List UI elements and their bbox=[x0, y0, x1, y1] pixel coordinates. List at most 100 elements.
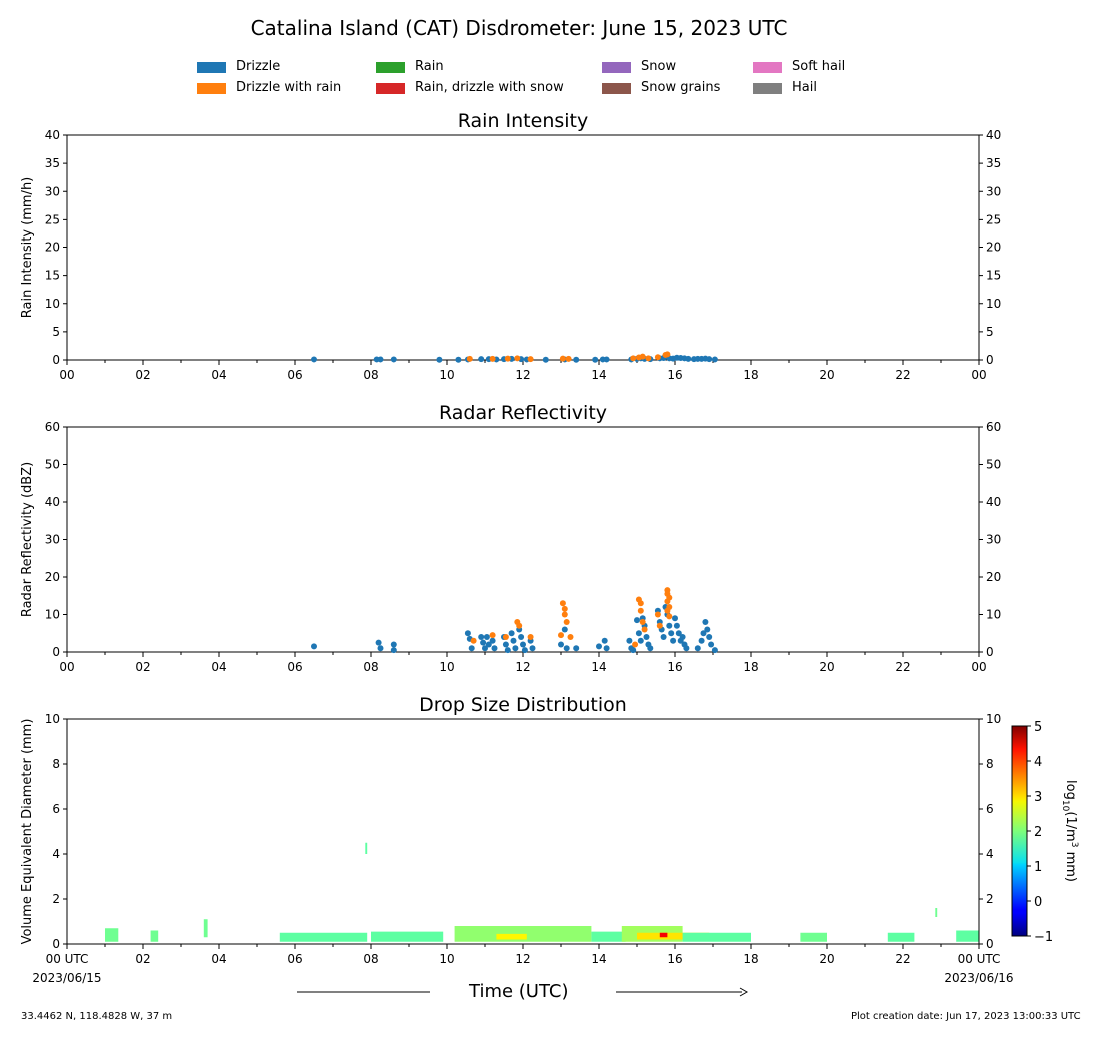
data-point bbox=[563, 619, 570, 625]
y-tick-label: 0 bbox=[986, 353, 994, 367]
chart-title: Catalina Island (CAT) Disdrometer: June … bbox=[250, 16, 788, 40]
data-point bbox=[603, 356, 610, 363]
x-axis-label: Time (UTC) bbox=[469, 981, 569, 1002]
data-point bbox=[480, 639, 487, 646]
colorbar-tick-label: 3 bbox=[1034, 790, 1042, 805]
y-tick-label: 40 bbox=[986, 128, 1001, 142]
x-tick-label: 16 bbox=[667, 368, 682, 382]
data-point bbox=[514, 355, 521, 362]
data-point bbox=[489, 637, 496, 644]
legend-label: Snow bbox=[641, 59, 677, 74]
y-tick-label: 6 bbox=[52, 802, 60, 816]
y-tick-label: 40 bbox=[45, 128, 60, 142]
x-tick-label: 08 bbox=[363, 368, 378, 382]
data-point bbox=[683, 645, 690, 652]
data-point bbox=[482, 645, 488, 652]
x-tick-label: 06 bbox=[287, 952, 302, 966]
x-tick-label: 20 bbox=[819, 952, 834, 966]
y-tick-label: 0 bbox=[986, 645, 994, 659]
y-tick-label: 8 bbox=[52, 757, 60, 771]
data-point bbox=[601, 637, 608, 644]
colorbar-tick-label: 4 bbox=[1034, 755, 1042, 770]
data-point bbox=[529, 645, 536, 652]
x-tick-label: 02 bbox=[135, 368, 150, 382]
x-tick-label: 08 bbox=[363, 952, 378, 966]
data-point bbox=[561, 611, 568, 618]
data-point bbox=[637, 600, 644, 607]
heatmap-cell bbox=[105, 928, 119, 942]
x-tick-label: 12 bbox=[515, 660, 530, 674]
x-tick-label: 00 bbox=[59, 368, 74, 382]
data-point bbox=[643, 634, 650, 640]
x-tick-label: 10 bbox=[439, 952, 454, 966]
x-tick-label: 14 bbox=[591, 660, 606, 674]
legend-swatch-rain-drizzle-snow bbox=[376, 83, 405, 94]
panel-title: Drop Size Distribution bbox=[419, 694, 627, 716]
y-tick-label: 35 bbox=[986, 156, 1001, 170]
data-point bbox=[668, 630, 675, 637]
data-point bbox=[390, 641, 397, 648]
x-tick-label: 16 bbox=[667, 660, 682, 674]
plot-frame bbox=[66, 718, 980, 945]
heatmap-cell bbox=[150, 930, 159, 942]
data-point bbox=[377, 356, 384, 363]
data-point bbox=[675, 630, 682, 637]
data-point bbox=[468, 645, 475, 652]
x-tick-label: 08 bbox=[363, 660, 378, 674]
y-tick-label: 5 bbox=[52, 325, 60, 339]
legend-label: Rain, drizzle with snow bbox=[415, 80, 564, 95]
heatmap-cell bbox=[659, 932, 668, 938]
data-point bbox=[711, 647, 718, 654]
data-point bbox=[656, 622, 663, 629]
data-point bbox=[521, 647, 528, 654]
data-point bbox=[639, 353, 646, 360]
heatmap-cell bbox=[800, 932, 827, 942]
legend-swatch-drizzle-with-rain bbox=[197, 83, 226, 94]
data-point bbox=[510, 637, 517, 644]
colorbar-tick-label: 1 bbox=[1034, 860, 1042, 875]
x-tick-label: 10 bbox=[439, 660, 454, 674]
data-point bbox=[706, 634, 713, 640]
data-point bbox=[559, 600, 566, 607]
y-tick-label: 10 bbox=[986, 297, 1001, 311]
data-point bbox=[485, 641, 492, 648]
y-tick-label: 20 bbox=[45, 570, 60, 584]
x-tick-date: 2023/06/15 bbox=[32, 971, 101, 985]
y-tick-label: 25 bbox=[986, 212, 1001, 226]
plot-creation-date: Plot creation date: Jun 17, 2023 13:00:3… bbox=[851, 1011, 1081, 1022]
heatmap-cell bbox=[371, 931, 444, 942]
data-point bbox=[520, 641, 526, 648]
data-point bbox=[647, 645, 654, 652]
x-tick-label: 20 bbox=[819, 368, 834, 382]
data-point bbox=[455, 356, 462, 363]
x-tick-label: 14 bbox=[591, 952, 606, 966]
legend-swatch-snow bbox=[602, 62, 631, 73]
y-tick-label: 20 bbox=[45, 241, 60, 255]
data-point bbox=[637, 607, 644, 614]
x-tick-label: 14 bbox=[591, 368, 606, 382]
y-tick-label: 25 bbox=[45, 212, 60, 226]
data-point bbox=[311, 356, 317, 363]
data-point bbox=[512, 645, 519, 652]
data-point bbox=[377, 645, 384, 652]
heatmap-cell bbox=[279, 932, 368, 942]
data-point bbox=[504, 647, 511, 654]
data-point bbox=[630, 355, 637, 362]
data-point bbox=[679, 634, 686, 640]
y-tick-label: 30 bbox=[45, 184, 60, 198]
data-point bbox=[645, 355, 652, 362]
data-point bbox=[527, 356, 534, 363]
data-point bbox=[558, 641, 564, 648]
data-point bbox=[561, 626, 568, 633]
data-point bbox=[390, 647, 397, 654]
y-tick-label: 20 bbox=[986, 570, 1001, 584]
data-point bbox=[464, 630, 471, 637]
data-point bbox=[502, 641, 509, 648]
data-point bbox=[491, 645, 498, 652]
x-tick-label: 06 bbox=[287, 660, 302, 674]
data-point bbox=[704, 626, 711, 633]
y-tick-label: 6 bbox=[986, 802, 994, 816]
panel-title: Radar Reflectivity bbox=[439, 402, 607, 424]
data-point bbox=[664, 351, 671, 358]
data-point bbox=[502, 634, 509, 640]
